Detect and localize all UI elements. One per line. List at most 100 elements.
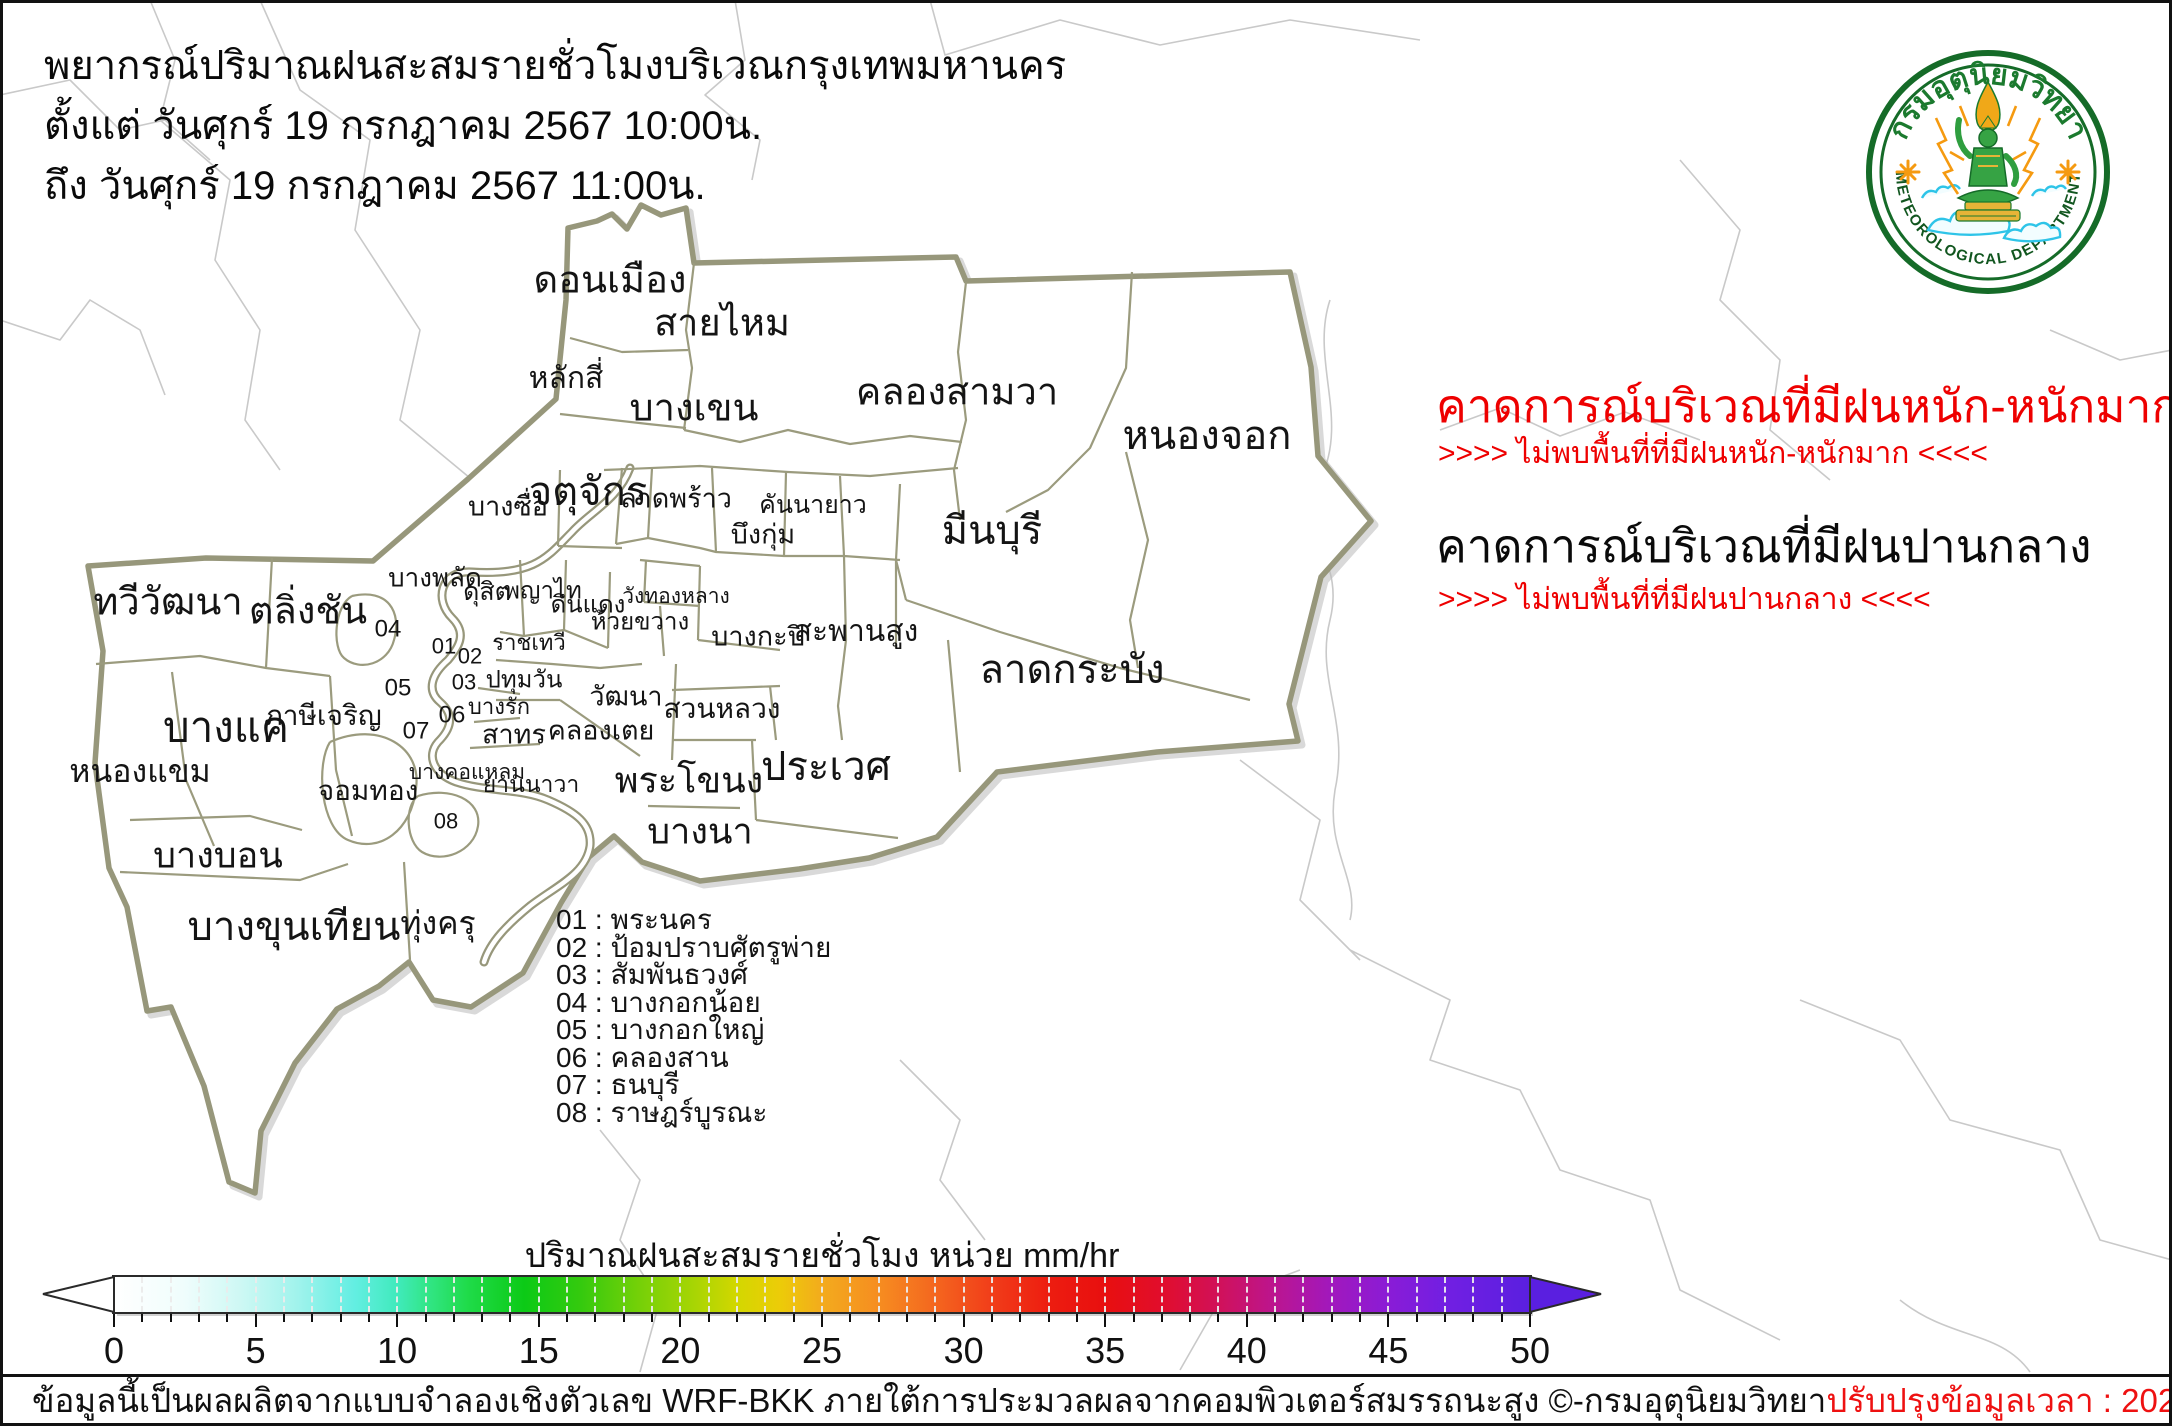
legend-item: 01 : พระนคร	[556, 904, 712, 935]
colorbar-tick-label: 30	[943, 1330, 984, 1371]
district-label: หลักสี่	[528, 362, 604, 396]
colorbar-tick	[1302, 1314, 1305, 1322]
legend-item: 07 : ธนบุรี	[556, 1069, 680, 1100]
district-label: 07	[402, 717, 430, 745]
colorbar-tick	[934, 1314, 937, 1322]
district-label: 06	[438, 701, 466, 729]
district-label: ลาดกระบัง	[979, 647, 1165, 692]
title-block: พยากรณ์ปริมาณฝนสะสมรายชั่วโมงบริเวณกรุงเ…	[44, 36, 1066, 216]
district-label: พญาไท	[504, 577, 582, 605]
colorbar-tick	[877, 1314, 880, 1322]
district-label: บางพลัด	[388, 562, 482, 593]
district-label: ลาดพร้าว	[620, 483, 732, 514]
moderate-rain-result: >>>> ไม่พบพื้นที่ที่มีฝนปานกลาง <<<<	[1438, 583, 1931, 616]
logo-deity-figure	[1895, 80, 2081, 243]
colorbar-tick	[1529, 1314, 1531, 1327]
district-label: 05	[384, 674, 412, 702]
colorbar-unit-dash	[1075, 1277, 1078, 1312]
district-label: 02	[457, 643, 483, 669]
colorbar-unit-dash	[1330, 1277, 1333, 1312]
colorbar-tick-label: 35	[1085, 1330, 1126, 1371]
colorbar-tick	[1472, 1314, 1475, 1322]
colorbar-unit-dash	[934, 1277, 937, 1312]
colorbar-tick	[1160, 1314, 1163, 1322]
district-label: 03	[451, 669, 477, 695]
colorbar-tick	[849, 1314, 852, 1322]
tmd-logo: กรมอุตุนิยมวิทยา METEOROLOGICAL DEPARTME…	[1866, 50, 2110, 294]
colorbar-unit-dash	[707, 1277, 710, 1312]
colorbar-unit-dash	[1189, 1277, 1192, 1312]
colorbar-tick-label: 15	[518, 1330, 559, 1371]
colorbar-unit-dash	[1160, 1277, 1163, 1312]
colorbar-unit-dash	[367, 1277, 370, 1312]
colorbar-unit-dash	[254, 1277, 257, 1312]
colorbar-unit-dash	[1302, 1277, 1305, 1312]
colorbar-unit-dash	[1472, 1277, 1475, 1312]
colorbar-unit-dash	[566, 1277, 569, 1312]
district-label: บางรัก	[467, 693, 531, 719]
colorbar-tick-label: 50	[1509, 1330, 1551, 1371]
colorbar-tick-label: 10	[377, 1330, 418, 1371]
colorbar-tick	[367, 1314, 370, 1322]
colorbar-unit-dash	[141, 1277, 144, 1312]
colorbar-unit-dash	[849, 1277, 852, 1312]
district-label: ประเวศ	[761, 744, 891, 789]
colorbar-tick	[1019, 1314, 1022, 1322]
rainfall-colorbar	[112, 1275, 1532, 1314]
footer-bar: ข้อมูลนี้เป็นผลผลิตจากแบบจำลองเชิงตัวเลข…	[0, 1374, 2172, 1426]
district-label: สวนหลวง	[663, 692, 781, 724]
district-label: บางบอน	[153, 834, 283, 876]
legend-item: 06 : คลองสาน	[556, 1041, 729, 1073]
district-borders	[95, 262, 1251, 961]
colorbar-tick	[594, 1314, 597, 1322]
colorbar-tick	[424, 1314, 427, 1322]
colorbar-unit-dash	[169, 1277, 172, 1312]
colorbar-tick	[622, 1314, 625, 1322]
district-label: สะพานสูง	[793, 615, 919, 649]
legend-item: 02 : ป้อมปราบศัตรูพ่าย	[556, 931, 832, 963]
colorbar-tick	[566, 1314, 569, 1322]
colorbar-unit-dash	[1444, 1277, 1447, 1312]
colorbar-unit-dash	[311, 1277, 314, 1312]
heavy-rain-result: >>>> ไม่พบพื้นที่ที่มีฝนหนัก-หนักมาก <<<…	[1438, 437, 1988, 470]
district-label: คลองเตย	[547, 715, 655, 746]
colorbar-unit-dash	[424, 1277, 427, 1312]
colorbar-unit-dash	[622, 1277, 625, 1312]
colorbar-tick	[113, 1314, 115, 1327]
district-label: ยานนาวา	[482, 771, 580, 798]
colorbar-unit-dash	[651, 1277, 654, 1312]
district-label: พระโขนง	[614, 759, 764, 801]
district-label: จตุจักร	[528, 469, 648, 514]
colorbar-unit-dash	[1415, 1277, 1418, 1312]
colorbar-tick	[1132, 1314, 1135, 1322]
colorbar-tick	[481, 1314, 484, 1322]
colorbar-tick-label: 20	[660, 1330, 701, 1371]
district-label: คันนายาว	[759, 491, 867, 519]
colorbar-tick	[509, 1314, 512, 1322]
district-label: บางซื่อ	[467, 491, 549, 522]
colorbar-tick	[962, 1314, 965, 1327]
district-label: ทุ่งครุ	[400, 904, 476, 941]
district-label: ทวีวัฒนา	[93, 581, 243, 624]
district-label: 04	[374, 615, 402, 643]
colorbar-unit-dash	[962, 1277, 965, 1312]
colorbar-tick	[1104, 1314, 1107, 1327]
district-label: บางเขน	[629, 387, 759, 430]
colorbar-unit-dash	[1274, 1277, 1277, 1312]
district-label: หนองแขม	[69, 752, 211, 789]
district-label: วัฒนา	[589, 681, 663, 712]
colorbar-unit-dash	[1217, 1277, 1220, 1312]
colorbar-title: ปริมาณฝนสะสมรายชั่วโมง หน่วย mm/hr	[524, 1237, 1120, 1275]
colorbar-axis: 0 5 10 15 20 25 30 35 40 45 50	[104, 1314, 1550, 1374]
colorbar-unit-dash	[764, 1277, 767, 1312]
colorbar-tick	[707, 1314, 710, 1322]
legend-item: 05 : บางกอกใหญ่	[556, 1014, 765, 1045]
colorbar-unit-dash	[509, 1277, 512, 1312]
district-label: ตลิ่งชัน	[248, 590, 368, 633]
colorbar-tick-label: 5	[245, 1330, 266, 1371]
moderate-rain-heading: คาดการณ์บริเวณที่มีฝนปานกลาง	[1436, 520, 2092, 572]
colorbar-tick	[1387, 1314, 1390, 1327]
colorbar-unit-dash	[537, 1277, 540, 1312]
